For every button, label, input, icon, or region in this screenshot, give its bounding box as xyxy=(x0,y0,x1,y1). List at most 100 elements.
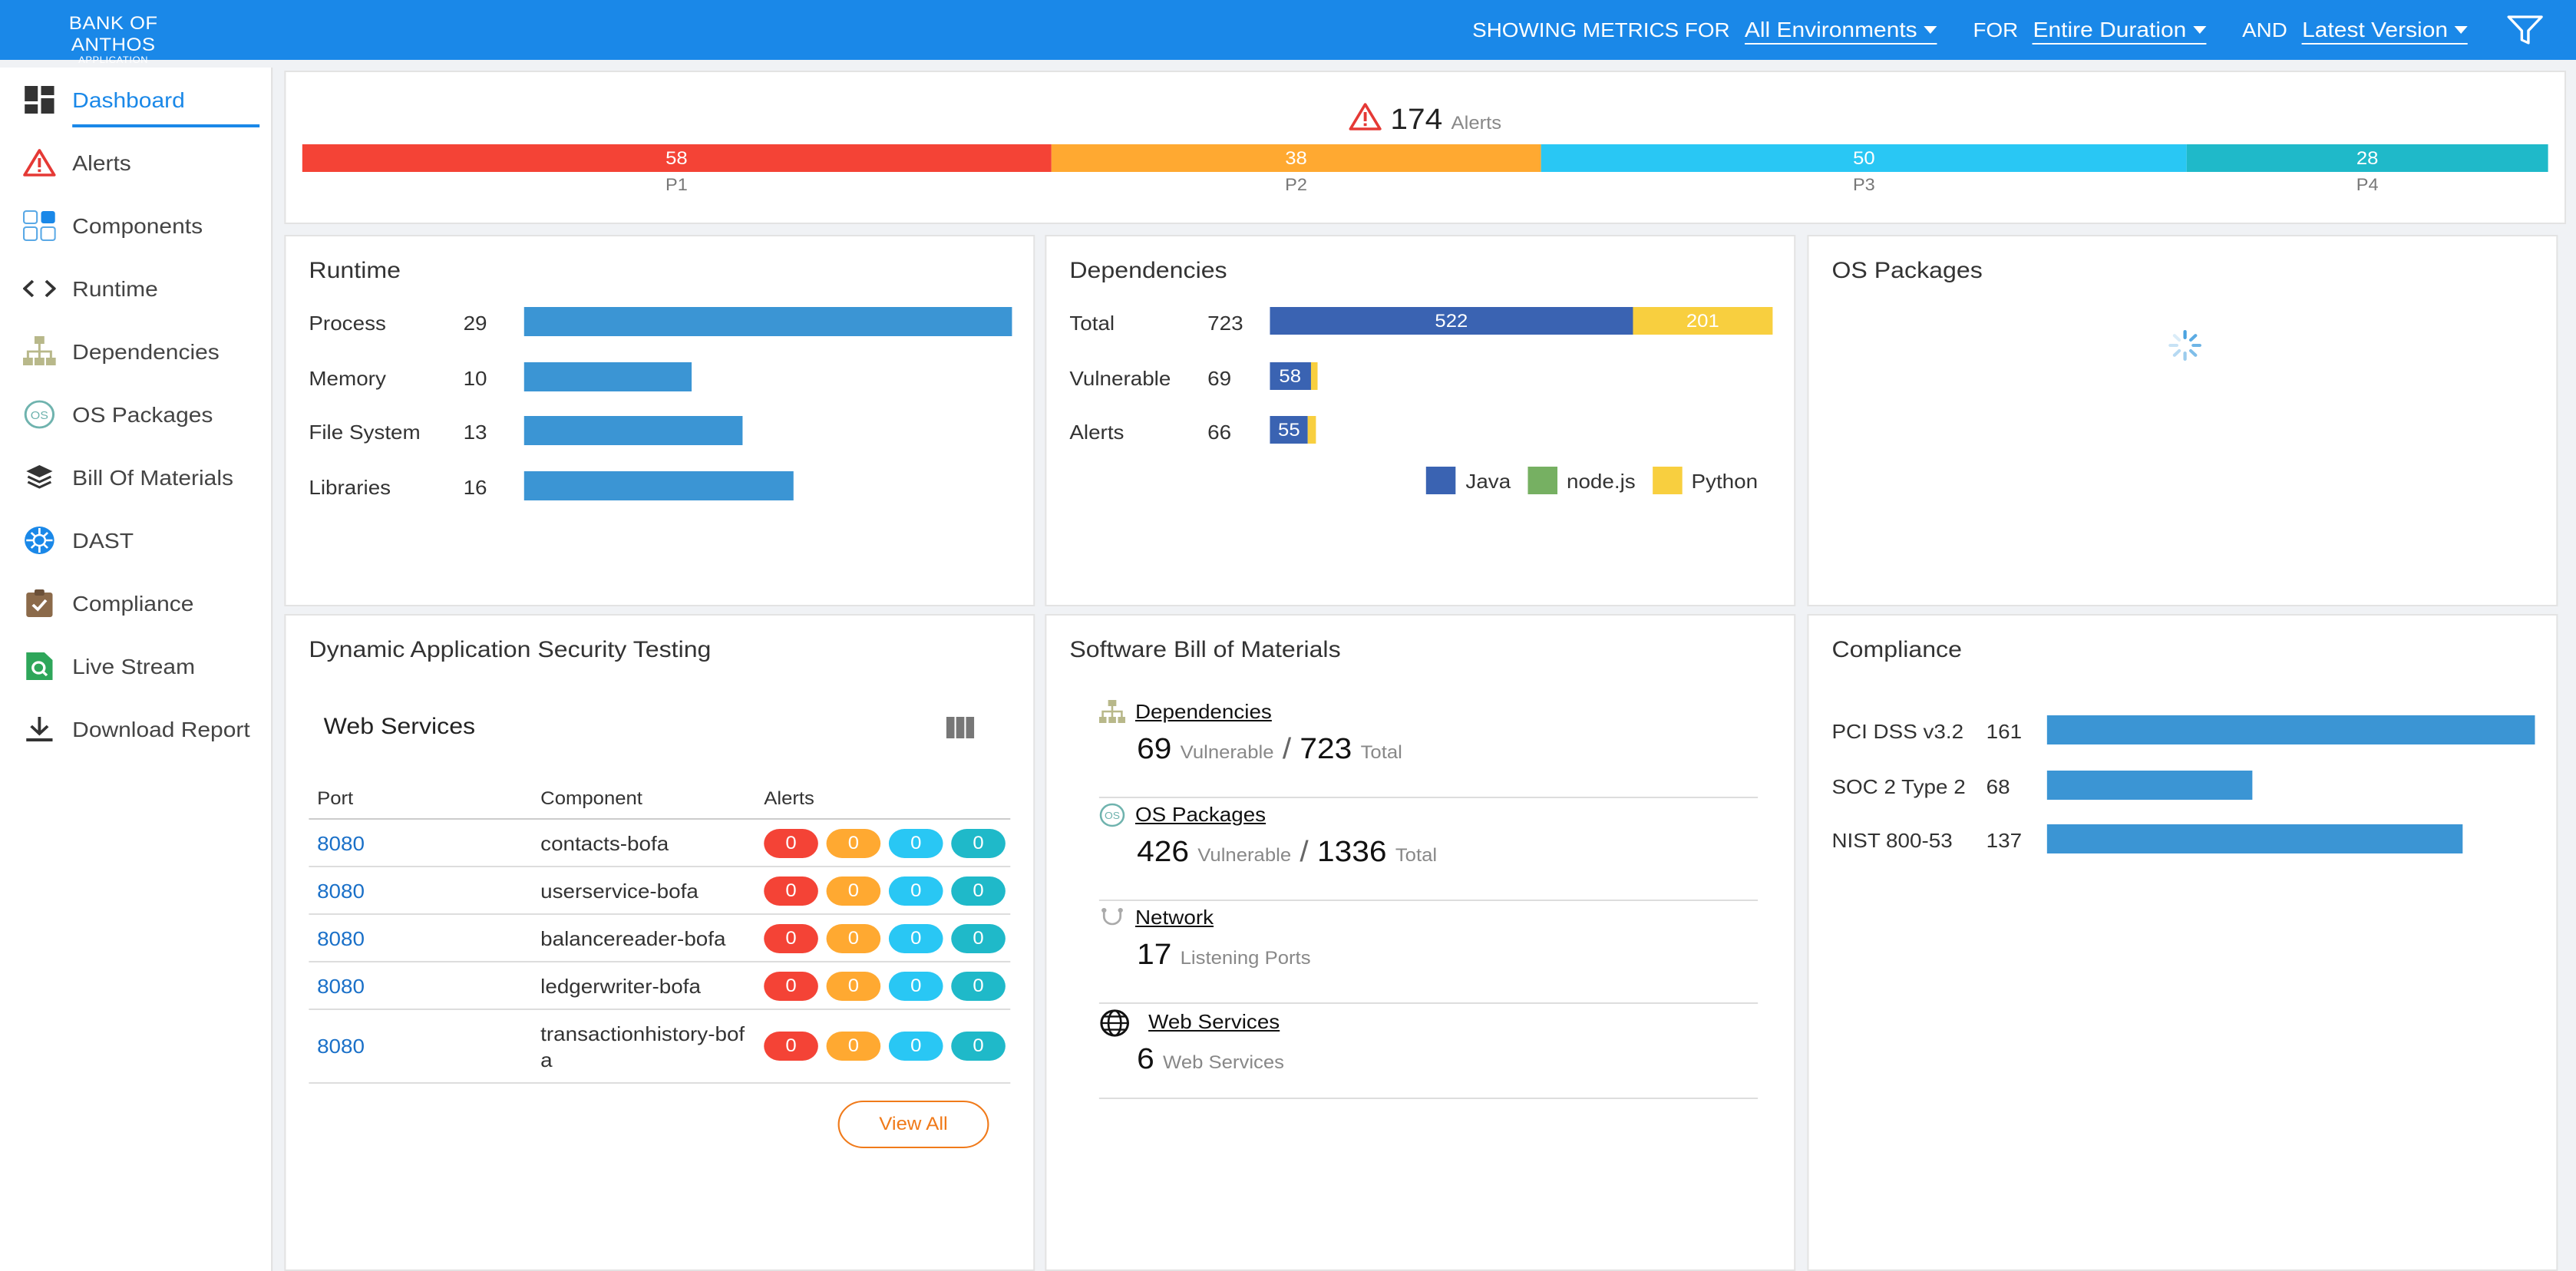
runtime-bar-process[interactable] xyxy=(523,307,1012,336)
sbom-item-network: Network 17 Listening Ports xyxy=(1098,906,1759,1004)
sidebar-item-label: DAST xyxy=(72,527,134,552)
column-header-component: Component xyxy=(540,787,642,808)
dependencies-legend: Java node.js Python xyxy=(1410,467,1758,494)
brand-subtitle: APPLICATION xyxy=(78,57,149,66)
runtime-bar-libraries[interactable] xyxy=(523,470,794,500)
alert-count-pill-p3[interactable]: 0 xyxy=(888,876,943,905)
compliance-card: Compliance PCI DSS v3.2 161 SOC 2 Type 2… xyxy=(1807,614,2558,1271)
os-packages-link[interactable]: OS Packages xyxy=(1134,803,1267,826)
environment-dropdown[interactable]: All Environments xyxy=(1744,16,1937,44)
network-icon xyxy=(1101,908,1123,926)
runtime-row-label: File System xyxy=(309,421,421,444)
priority-segment-p3[interactable]: 50 P3 xyxy=(1541,144,2187,195)
alert-count-pill-p1[interactable]: 0 xyxy=(764,828,818,857)
alert-triangle-icon xyxy=(1349,103,1382,130)
runtime-bar-file-system[interactable] xyxy=(523,416,743,445)
sidebar-item-dependencies[interactable]: Dependencies xyxy=(0,319,271,382)
alert-count-pill-p2[interactable]: 0 xyxy=(826,828,881,857)
sidebar-item-alerts[interactable]: Alerts xyxy=(0,130,271,193)
priority-segment-p4[interactable]: 28 P4 xyxy=(2186,144,2548,195)
runtime-bar-memory[interactable] xyxy=(523,361,692,391)
brand-logo[interactable]: BANK OF ANTHOS APPLICATION xyxy=(25,12,202,66)
top-bar: BANK OF ANTHOS APPLICATION SHOWING METRI… xyxy=(0,0,2576,66)
alert-count-pill-p4[interactable]: 0 xyxy=(951,1032,1006,1061)
dependencies-bar-vulnerable[interactable]: 58 xyxy=(1270,361,1318,389)
alert-count-pill-p4[interactable]: 0 xyxy=(951,828,1006,857)
web-services-link[interactable]: Web Services xyxy=(1148,1010,1280,1033)
legend-item-nodejs: node.js xyxy=(1527,467,1636,494)
port-link[interactable]: 8080 xyxy=(317,974,365,997)
alerts-summary-header: 174 Alerts xyxy=(286,103,2564,138)
dependencies-link[interactable]: Dependencies xyxy=(1134,700,1272,723)
sidebar-item-live-stream[interactable]: Live Stream xyxy=(0,634,271,697)
alert-count-pill-p2[interactable]: 0 xyxy=(826,876,881,905)
sidebar-item-compliance[interactable]: Compliance xyxy=(0,571,271,634)
sidebar-item-download-report[interactable]: Download Report xyxy=(0,697,271,760)
web-services-subtitle: Web Services xyxy=(323,714,476,740)
web-services-table: Port Component Alerts 8080 contacts-bofa… xyxy=(309,777,1011,1084)
filter-icon[interactable] xyxy=(2507,15,2543,45)
alert-triangle-icon xyxy=(23,147,56,177)
alert-count-pill-p1[interactable]: 0 xyxy=(764,1032,818,1061)
compliance-bar-nist-800-53[interactable] xyxy=(2046,824,2462,853)
compliance-row-value: 161 xyxy=(1986,720,2023,743)
dependencies-bar-total[interactable]: 522 201 xyxy=(1270,307,1773,335)
sidebar-item-components[interactable]: Components xyxy=(0,193,271,256)
priority-segment-p1[interactable]: 58 P1 xyxy=(302,144,1052,195)
alerts-total: 174 xyxy=(1390,104,1443,137)
alert-count-pill-p1[interactable]: 0 xyxy=(764,971,818,1000)
alert-count-pill-p2[interactable]: 0 xyxy=(826,1032,881,1061)
compliance-bar-pci-dss-v3-2[interactable] xyxy=(2046,715,2535,744)
duration-dropdown[interactable]: Entire Duration xyxy=(2033,16,2207,44)
vulnerable-count: 69 xyxy=(1137,734,1172,766)
sidebar-item-dast[interactable]: DAST xyxy=(0,508,271,571)
alert-count-pill-p3[interactable]: 0 xyxy=(888,1032,943,1061)
column-header-alerts: Alerts xyxy=(764,787,814,808)
alert-count-pill-p1[interactable]: 0 xyxy=(764,876,818,905)
alert-count-pill-p4[interactable]: 0 xyxy=(951,923,1006,952)
web-services-count: 6 xyxy=(1137,1044,1154,1076)
network-link[interactable]: Network xyxy=(1134,906,1214,929)
port-link[interactable]: 8080 xyxy=(317,926,365,949)
alert-count-pill-p2[interactable]: 0 xyxy=(826,971,881,1000)
java-segment: 522 xyxy=(1270,307,1633,335)
port-link[interactable]: 8080 xyxy=(317,879,365,902)
alert-count-pill-p3[interactable]: 0 xyxy=(888,828,943,857)
alert-count-pill-p2[interactable]: 0 xyxy=(826,923,881,952)
and-label: AND xyxy=(2242,18,2287,41)
sidebar-item-bill-of-materials[interactable]: Bill Of Materials xyxy=(0,445,271,508)
clipboard-check-icon xyxy=(23,587,56,618)
alert-count-pill-p3[interactable]: 0 xyxy=(888,971,943,1000)
columns-icon[interactable] xyxy=(946,717,975,738)
sidebar-item-dashboard[interactable]: Dashboard xyxy=(0,68,271,130)
java-segment: 55 xyxy=(1270,416,1309,444)
alert-count-pill-p4[interactable]: 0 xyxy=(951,876,1006,905)
port-link[interactable]: 8080 xyxy=(317,831,365,854)
port-link[interactable]: 8080 xyxy=(317,1035,365,1058)
priority-segment-p2[interactable]: 38 P2 xyxy=(1051,144,1542,195)
alert-count-pill-p4[interactable]: 0 xyxy=(951,971,1006,1000)
dependencies-counts: 69 Vulnerable / 723 Total xyxy=(1137,734,1402,766)
alert-count-pill-p1[interactable]: 0 xyxy=(764,923,818,952)
listening-ports-count: 17 xyxy=(1137,939,1172,972)
alerts-priority-bar: 58 P1 38 P2 50 P3 28 P4 xyxy=(302,144,2548,195)
version-dropdown[interactable]: Latest Version xyxy=(2302,16,2468,44)
dependencies-row-value: 723 xyxy=(1207,312,1243,335)
total-count: 723 xyxy=(1300,734,1352,766)
compliance-row-label: SOC 2 Type 2 xyxy=(1831,774,1966,797)
runtime-row-value: 13 xyxy=(463,421,487,444)
sidebar-item-label: Components xyxy=(72,213,203,237)
sidebar-item-os-packages[interactable]: OS OS Packages xyxy=(0,382,271,445)
sbom-title: Software Bill of Materials xyxy=(1069,637,1341,663)
dependencies-row-label: Alerts xyxy=(1069,421,1125,444)
alert-count-pill-p3[interactable]: 0 xyxy=(888,923,943,952)
priority-count: 28 xyxy=(2356,147,2379,169)
sidebar-item-runtime[interactable]: Runtime xyxy=(0,256,271,319)
os-packages-title: OS Packages xyxy=(1831,258,1983,284)
compliance-bar-soc-2-type-2[interactable] xyxy=(2046,770,2254,799)
dependencies-title: Dependencies xyxy=(1069,258,1227,284)
dependencies-bar-alerts[interactable]: 55 xyxy=(1270,416,1316,444)
view-all-button[interactable]: View All xyxy=(837,1101,989,1148)
